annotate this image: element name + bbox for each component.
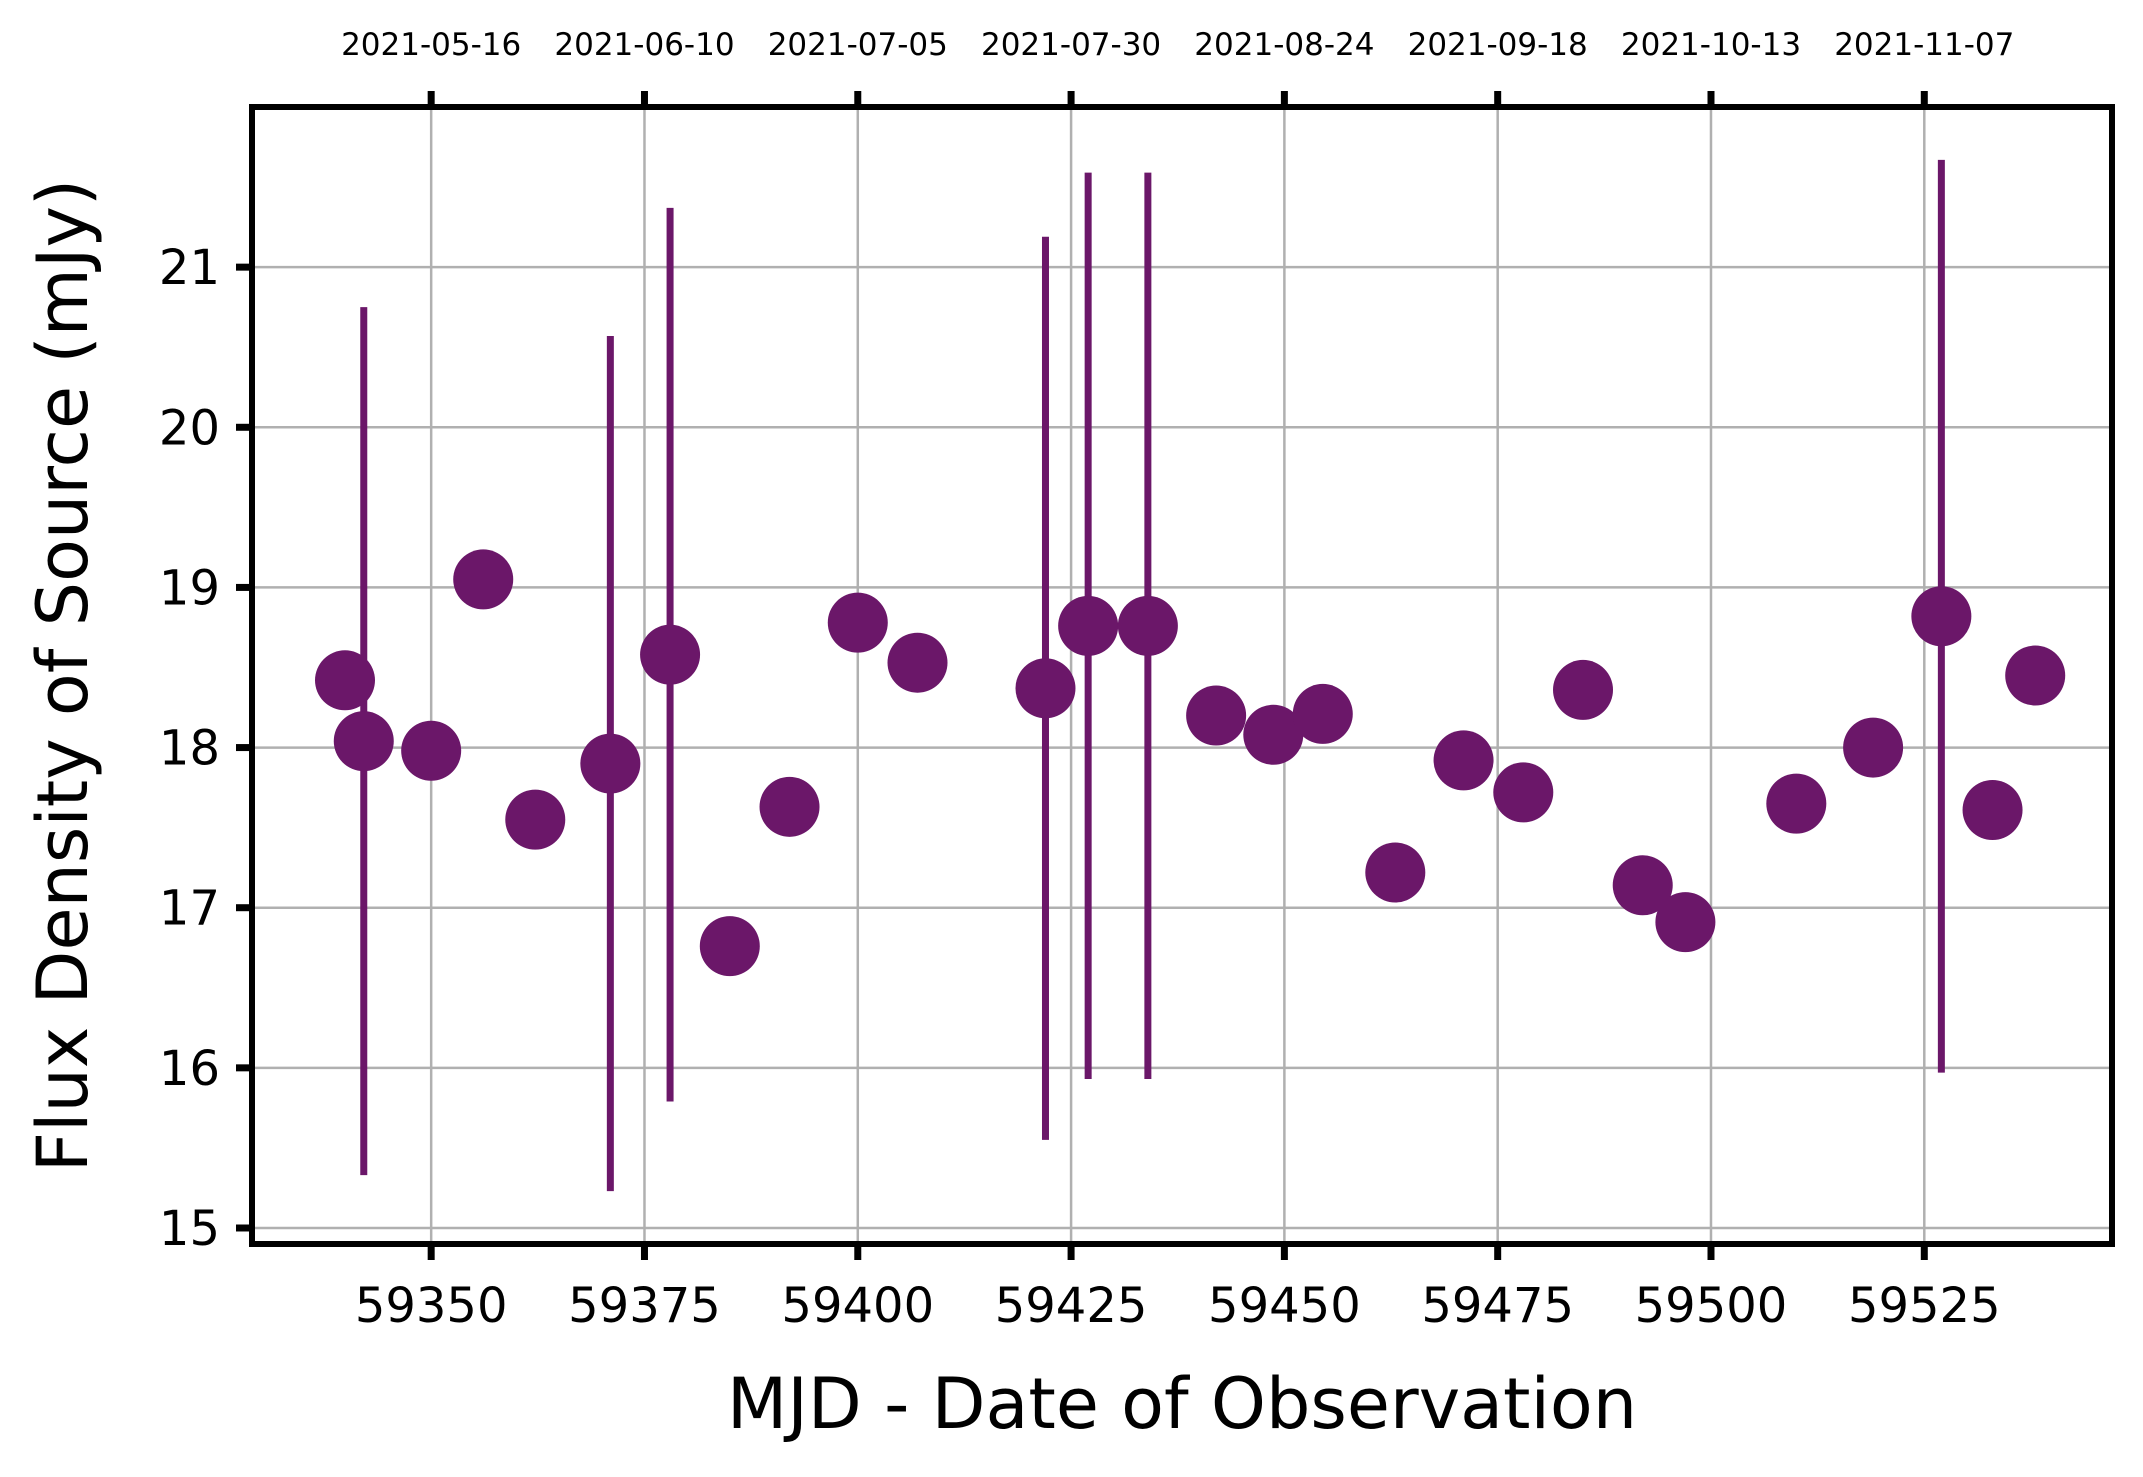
data-point — [827, 592, 888, 653]
data-point — [759, 776, 820, 837]
top-tick-label: 2021-07-30 — [981, 27, 1161, 63]
data-point — [1962, 780, 2023, 841]
x-tick-label: 59450 — [1208, 1278, 1361, 1334]
y-tick-label: 15 — [159, 1201, 220, 1257]
data-point — [333, 711, 394, 772]
data-point — [1843, 717, 1904, 778]
x-tick-label: 59525 — [1848, 1278, 2001, 1334]
data-point — [1766, 773, 1827, 834]
data-point — [401, 720, 462, 781]
y-axis-label: Flux Density of Source (mJy) — [22, 179, 104, 1172]
data-markers — [315, 549, 2066, 977]
data-point — [699, 916, 760, 977]
data-point — [505, 789, 566, 850]
top-tick-label: 2021-06-10 — [554, 27, 734, 63]
x-tick-label: 59350 — [355, 1278, 508, 1334]
data-point — [1493, 762, 1554, 823]
y-tick-label: 17 — [159, 881, 220, 937]
data-point — [580, 733, 641, 794]
data-point — [1553, 659, 1614, 720]
data-point — [2005, 645, 2066, 706]
data-point — [1433, 730, 1494, 791]
y-tick-label: 16 — [159, 1041, 220, 1097]
data-point — [1365, 842, 1426, 903]
data-point — [1292, 683, 1353, 744]
data-point — [1911, 586, 1972, 647]
x-tick-label: 59500 — [1635, 1278, 1788, 1334]
x-axis-label: MJD - Date of Observation — [727, 1363, 1637, 1445]
data-point — [1612, 855, 1673, 916]
data-point — [1655, 892, 1716, 953]
x-tick-label: 59475 — [1421, 1278, 1574, 1334]
error-bars — [360, 159, 1945, 1192]
data-point — [1243, 704, 1304, 765]
data-point — [315, 650, 375, 711]
top-tick-label: 2021-05-16 — [341, 27, 521, 63]
data-point — [1186, 685, 1247, 746]
x-tick-label: 59375 — [568, 1278, 721, 1334]
x-tick-label: 59400 — [781, 1278, 934, 1334]
top-tick-label: 2021-08-24 — [1194, 27, 1374, 63]
data-point — [1117, 595, 1178, 656]
y-tick-label: 18 — [159, 721, 220, 777]
data-point — [1015, 658, 1076, 719]
x-tick-label: 59425 — [995, 1278, 1148, 1334]
y-tick-label: 19 — [159, 560, 220, 616]
data-point — [1058, 595, 1119, 656]
top-tick-label: 2021-09-18 — [1408, 27, 1588, 63]
plot-frame — [249, 104, 2115, 1247]
top-tick-label: 2021-07-05 — [768, 27, 948, 63]
top-tick-label: 2021-11-07 — [1834, 27, 2014, 63]
y-tick-label: 21 — [159, 240, 220, 296]
y-tick-label: 20 — [159, 400, 220, 456]
data-point — [887, 632, 948, 693]
top-tick-label: 2021-10-13 — [1621, 27, 1801, 63]
grid — [252, 107, 2112, 1244]
axis-ticks: 59350 59375 59400 59425 59450 59475 59500 59525… — [159, 27, 2014, 1334]
data-point — [453, 549, 514, 610]
data-point — [640, 624, 701, 685]
